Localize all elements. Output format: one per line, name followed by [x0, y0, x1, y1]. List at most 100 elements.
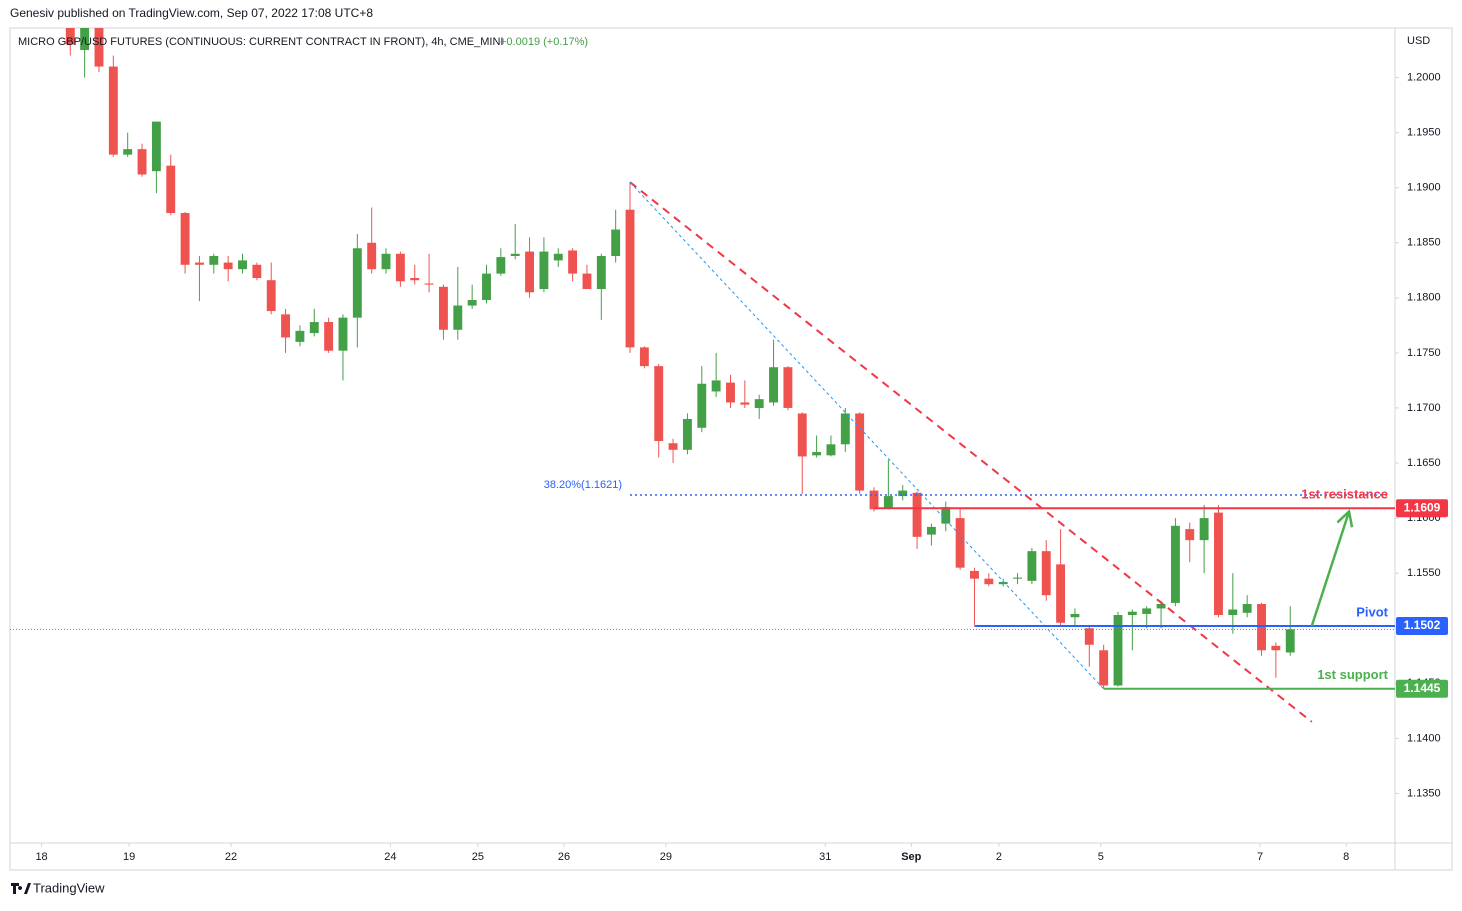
candle-body [654, 366, 664, 442]
x-tick-label: 18 [35, 851, 47, 863]
y-tick-label: 1.1750 [1407, 347, 1441, 359]
candle-body [438, 286, 448, 330]
candle-body [80, 28, 90, 51]
x-tick-label: 2 [996, 851, 1002, 863]
currency: USD [1407, 35, 1430, 47]
y-tick-label: 1.1900 [1407, 182, 1441, 194]
x-tick-label: 5 [1098, 851, 1104, 863]
candle-body [1041, 551, 1051, 596]
candle-body [151, 121, 161, 172]
y-tick-label: 1.2000 [1407, 71, 1441, 83]
candle-body [1013, 577, 1022, 579]
candle-body [826, 444, 836, 456]
y-tick-label: 1.1800 [1407, 292, 1441, 304]
candle-body [1170, 525, 1180, 603]
candle-body [1099, 650, 1109, 686]
candle-body [238, 260, 247, 270]
candle-body [668, 443, 678, 450]
candle-body [209, 255, 219, 265]
candle-body [1257, 604, 1266, 651]
candle-body [553, 253, 563, 261]
candle-body [281, 314, 291, 338]
candle-body [309, 322, 319, 334]
candle-body [496, 257, 506, 274]
price-label-box [1396, 617, 1448, 636]
level-name: 1st resistance [1301, 487, 1388, 502]
candle-body [252, 264, 262, 279]
candle-body [1185, 529, 1195, 541]
candle-body [381, 253, 391, 270]
candle-body [137, 149, 147, 175]
candle-body [912, 492, 922, 537]
candle-body [195, 262, 204, 265]
candle-body [1156, 604, 1166, 609]
candle-body [697, 383, 707, 428]
candle-body [883, 496, 893, 509]
candle-body [812, 452, 822, 456]
x-tick-label: 26 [558, 851, 570, 863]
candle-body [410, 278, 420, 281]
y-tick-label: 1.1550 [1407, 567, 1441, 579]
x-tick-label: 25 [472, 851, 484, 863]
level-name: 1st support [1317, 667, 1388, 682]
chart-title: MICRO GBP/USD FUTURES (CONTINUOUS: CURRE… [18, 36, 503, 48]
candle-body [711, 380, 721, 392]
candle-body [926, 526, 936, 535]
candle-body [596, 255, 606, 290]
candle-body [625, 209, 635, 348]
candle-body [898, 490, 908, 497]
level-name: Pivot [1356, 604, 1388, 619]
candle-body [367, 242, 377, 270]
candle-body [611, 229, 621, 256]
candle-body [582, 273, 592, 290]
price-label-box [1396, 499, 1448, 518]
candle-body [639, 347, 649, 367]
candle-body [1113, 615, 1123, 686]
arrow-shaft [1310, 511, 1351, 627]
x-tick-label: 31 [819, 851, 831, 863]
x-tick-label: 22 [225, 851, 237, 863]
candle-body [424, 283, 434, 285]
price-label: 1.1445 [1404, 681, 1441, 695]
candle-body [1285, 629, 1295, 653]
candle-body [108, 66, 118, 155]
candle-body [568, 250, 578, 274]
price-label-box [1396, 679, 1448, 698]
candle-body [1242, 604, 1252, 613]
x-tick-label: Sep [901, 851, 921, 863]
x-tick-label: 7 [1257, 851, 1263, 863]
candle-body [1228, 609, 1238, 616]
candle-body [740, 402, 750, 405]
candle-body [682, 418, 692, 450]
candle-body [1056, 564, 1066, 623]
trendline [629, 181, 1313, 723]
candle-body [180, 213, 190, 265]
candle-body [166, 165, 176, 214]
arrow-head [1336, 509, 1354, 528]
candle-body [984, 578, 994, 585]
candle-body [65, 28, 75, 45]
candle-body [1070, 613, 1080, 618]
candle-body [998, 581, 1008, 585]
candle-body [295, 330, 305, 342]
publisher: Genesiv published on TradingView.com, Se… [10, 6, 373, 20]
candle-body [525, 251, 535, 293]
candle-body [324, 322, 334, 351]
y-tick-label: 1.1650 [1407, 457, 1441, 469]
candle-body [1027, 551, 1037, 581]
candle-body [941, 507, 951, 524]
candle-body [970, 570, 979, 579]
candle-body [223, 262, 233, 270]
candle-body [266, 280, 276, 312]
y-tick-label: 1.1950 [1407, 127, 1441, 139]
y-tick-label: 1.1350 [1407, 787, 1441, 799]
y-tick-label: 1.1700 [1407, 402, 1441, 414]
trendline [629, 181, 1105, 690]
fib-label: 38.20%(1.1621) [544, 479, 622, 491]
y-tick-label: 1.1850 [1407, 237, 1441, 249]
candle-body [1142, 608, 1152, 614]
candle-body [797, 413, 807, 457]
candle-body [869, 490, 879, 510]
x-tick-label: 19 [123, 851, 135, 863]
